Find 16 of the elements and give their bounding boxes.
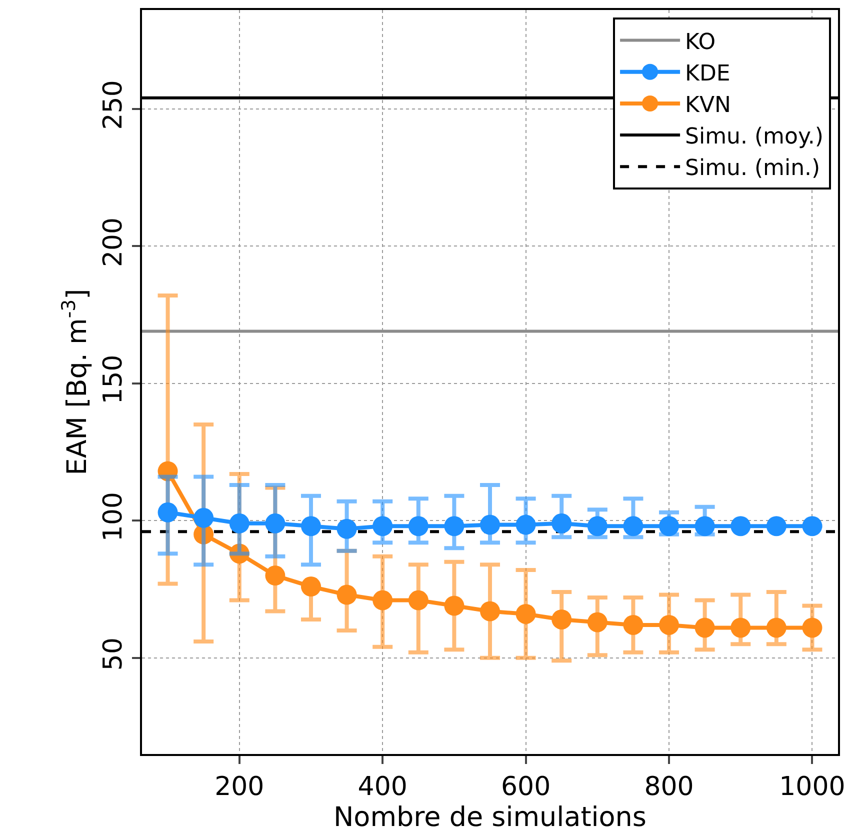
x-tick-label: 800: [644, 772, 694, 802]
y-tick-label: 200: [98, 217, 129, 268]
x-tick-label: 400: [358, 772, 408, 802]
x-tick-label: 200: [214, 772, 264, 802]
legend-label: KO: [685, 30, 716, 55]
legend-label: KDE: [685, 61, 730, 86]
y-tick-label: 150: [98, 354, 129, 404]
legend-label: Simu. (min.): [685, 156, 820, 182]
x-tick-label: 1000: [779, 772, 846, 802]
y-tick-label: 100: [98, 492, 129, 542]
legend-label: KVN: [685, 93, 731, 118]
x-tick-label: 600: [500, 772, 551, 802]
y-tick-label: 250: [98, 80, 129, 130]
x-axis-title: Nombre de simulations: [333, 802, 647, 833]
y-tick-label: 50: [98, 637, 129, 671]
legend-label: Simu. (moy.): [685, 124, 824, 150]
